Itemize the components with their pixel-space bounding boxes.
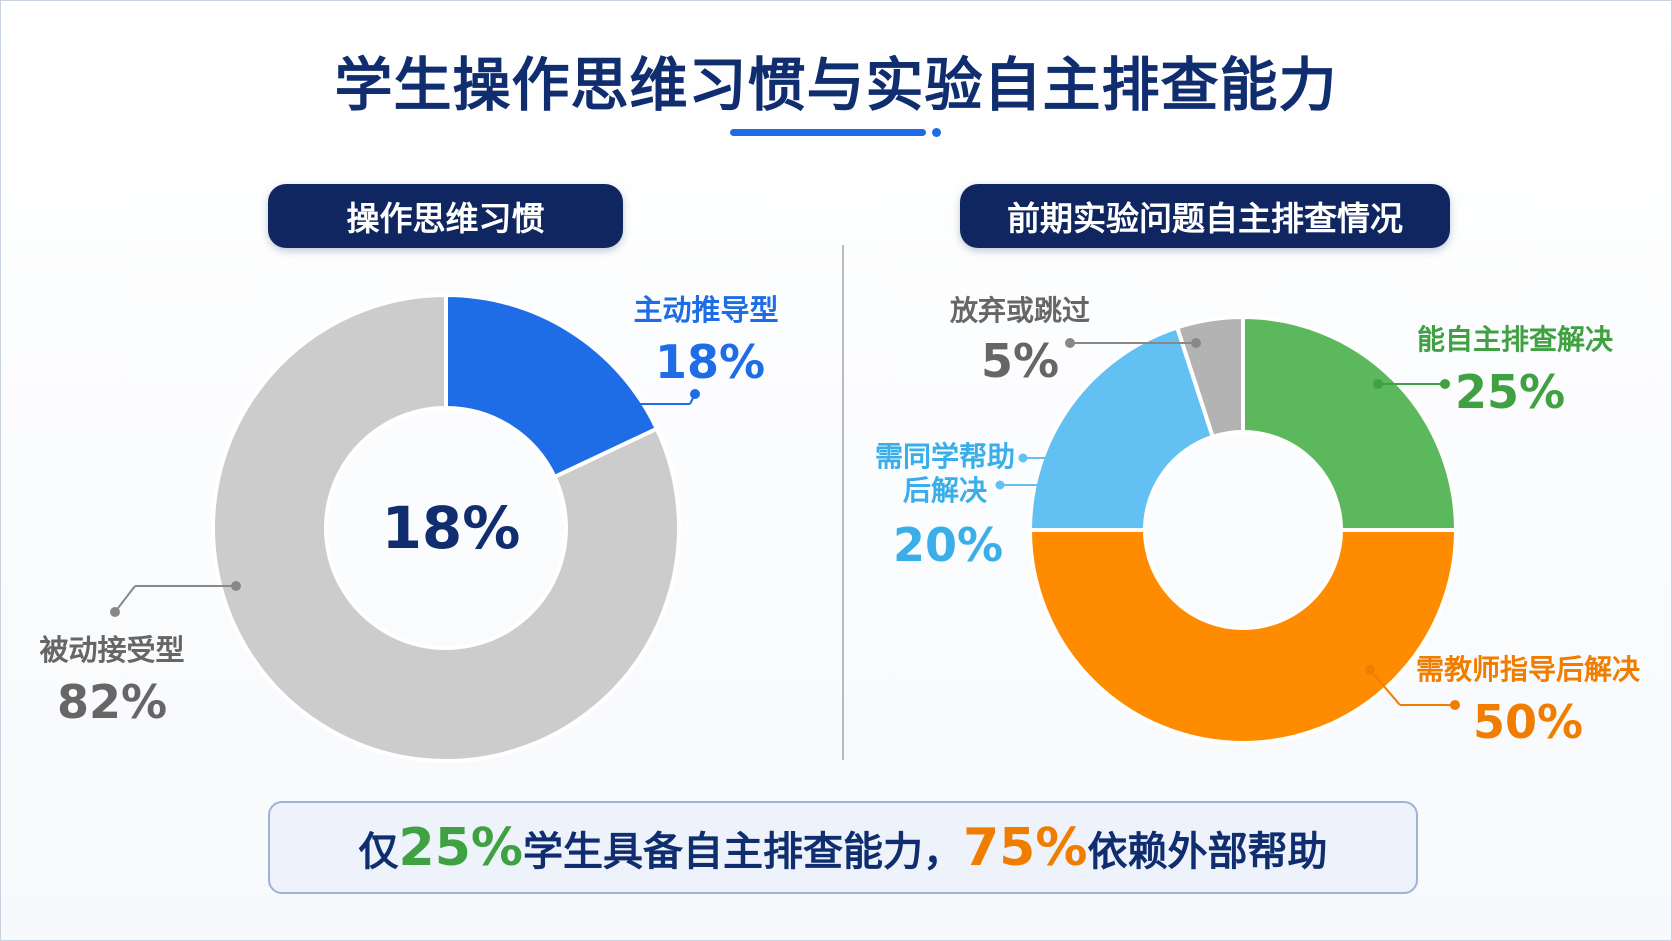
summary-banner: 仅 25% 学生具备自主排查能力， 75% 依赖外部帮助 xyxy=(268,801,1418,894)
slice-passive-acceptance xyxy=(211,292,681,763)
donut-center-label: 18% xyxy=(382,494,521,562)
leader-peer-help xyxy=(995,453,1080,490)
slice-label-teacher-guidance: 需教师指导后解决 xyxy=(1416,653,1640,686)
title-underline-dot xyxy=(932,128,941,137)
chart-title-habits: 操作思维习惯 xyxy=(268,184,623,248)
leader-active xyxy=(617,389,700,409)
page-title: 学生操作思维习惯与实验自主排查能力 xyxy=(334,51,1338,119)
leader-self-resolve xyxy=(1373,379,1450,389)
slice-label-peer-help-line2: 后解决 xyxy=(903,474,987,507)
slice-value-peer-help: 20% xyxy=(893,518,1003,572)
summary-prefix: 仅 xyxy=(358,828,399,875)
leader-passive xyxy=(110,581,241,617)
slice-value-self-resolve: 25% xyxy=(1455,365,1565,419)
summary-pct-external-help: 75% xyxy=(963,817,1088,878)
slice-label-passive: 被动接受型 xyxy=(39,633,184,667)
panel-divider xyxy=(842,245,844,760)
slice-label-active: 主动推导型 xyxy=(633,293,778,327)
donut-habits: 18% 主动推导型 18% 被动接受型 82% xyxy=(39,292,779,763)
chart-title-troubleshooting: 前期实验问题自主排查情况 xyxy=(960,184,1450,248)
slice-active-deduction xyxy=(444,292,660,480)
slice-label-peer-help-line1: 需同学帮助 xyxy=(875,440,1015,473)
slice-self-resolve xyxy=(1241,314,1459,532)
slice-value-teacher-guidance: 50% xyxy=(1473,695,1583,749)
leader-teacher-guidance xyxy=(1365,665,1460,710)
slice-value-passive: 82% xyxy=(57,675,167,729)
summary-middle: 学生具备自主排查能力， xyxy=(523,828,963,875)
slice-label-give-up: 放弃或跳过 xyxy=(949,294,1090,327)
leader-give-up xyxy=(1065,338,1201,348)
title-underline xyxy=(730,129,926,136)
slice-teacher-guidance xyxy=(1027,528,1459,745)
summary-suffix: 依赖外部帮助 xyxy=(1087,828,1328,875)
donut-troubleshooting: 能自主排查解决 25% 需教师指导后解决 50% 需同学帮助 后解决 20% 放 xyxy=(875,294,1640,749)
summary-pct-self-resolve: 25% xyxy=(398,817,523,878)
slice-value-active: 18% xyxy=(655,335,765,389)
slice-label-self-resolve: 能自主排查解决 xyxy=(1417,323,1613,356)
slice-value-give-up: 5% xyxy=(981,334,1059,388)
